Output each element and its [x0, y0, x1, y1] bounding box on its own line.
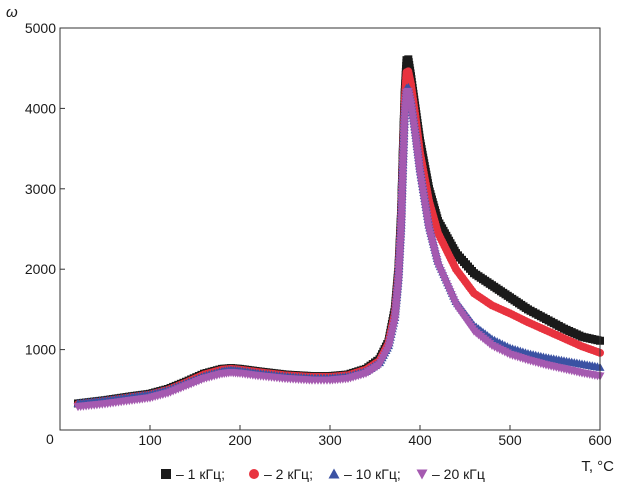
x-tick-label: 400: [408, 432, 432, 448]
legend-marker-1: [161, 469, 171, 479]
y-tick-label: 2000: [25, 261, 56, 277]
labels-layer: ω 0 T, °C: [6, 4, 614, 475]
x-tick-label: 600: [588, 432, 612, 448]
legend-marker-2: [249, 469, 259, 479]
legend-marker-3: [328, 468, 340, 479]
legend-label-3: – 10 кГц;: [344, 466, 401, 482]
y-tick-label: 5000: [25, 20, 56, 36]
legend: – 1 кГц; – 2 кГц; – 10 кГц; – 20 кГц: [161, 466, 485, 482]
y-tick-label: 3000: [25, 181, 56, 197]
x-tick-label: 300: [318, 432, 342, 448]
ticks-layer: 100 200 300 400 500 600 1000 2000 3000 4000 5000: [25, 20, 612, 448]
data-layer: [73, 55, 605, 412]
legend-label-4: – 20 кГц: [432, 466, 485, 482]
y-axis-title: ω: [6, 4, 18, 21]
x-tick-label: 100: [138, 432, 162, 448]
legend-label-2: – 2 кГц;: [264, 466, 313, 482]
y-tick-label: 4000: [25, 100, 56, 116]
x-tick-label: 200: [228, 432, 252, 448]
x-tick-label: 500: [498, 432, 522, 448]
series-4: [73, 87, 605, 412]
origin-label: 0: [46, 431, 54, 447]
legend-label-1: – 1 кГц;: [176, 466, 225, 482]
y-tick-label: 1000: [25, 342, 56, 358]
x-axis-title: T, °C: [581, 458, 614, 475]
legend-marker-4: [416, 469, 428, 480]
plot-frame: [59, 27, 601, 431]
